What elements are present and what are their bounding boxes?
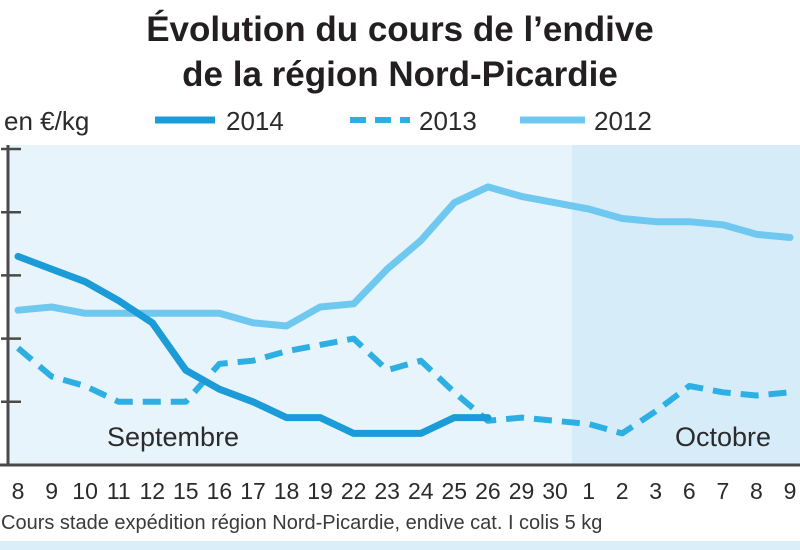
x-tick-label: 17 (240, 478, 266, 504)
x-tick-label: 24 (408, 478, 434, 504)
x-tick-label: 18 (274, 478, 300, 504)
september-background (8, 145, 572, 465)
legend-item-2013: 2013 (350, 106, 477, 136)
x-tick-label: 9 (784, 478, 797, 504)
x-tick-label: 2 (616, 478, 629, 504)
legend-label-2014: 2014 (226, 106, 284, 136)
legend-label-2013: 2013 (419, 106, 477, 136)
october-background (571, 145, 800, 465)
series-line-2013 (16, 335, 791, 437)
y-axis-ticks (1, 147, 21, 404)
x-tick-label: 3 (649, 478, 662, 504)
x-tick-label: 1 (582, 478, 595, 504)
month-label-september: Septembre (107, 422, 239, 452)
legend-label-2012: 2012 (594, 106, 652, 136)
x-tick-label: 12 (140, 478, 166, 504)
x-tick-label: 23 (374, 478, 400, 504)
series-layer (14, 183, 794, 437)
x-tick-label: 25 (442, 478, 468, 504)
series-line-2014 (14, 252, 492, 437)
x-tick-label: 9 (45, 478, 58, 504)
x-tick-label: 19 (307, 478, 333, 504)
x-tick-label: 10 (72, 478, 98, 504)
x-tick-label: 6 (683, 478, 696, 504)
legend: 2014 2013 2012 (155, 106, 652, 136)
source-footnote: Cours stade expédition région Nord-Picar… (1, 512, 602, 534)
chart-title-line-2: de la région Nord-Picardie (182, 55, 618, 94)
x-tick-label: 22 (341, 478, 367, 504)
bottom-band (0, 541, 800, 550)
legend-item-2014: 2014 (155, 106, 284, 136)
x-tick-label: 30 (542, 478, 568, 504)
x-tick-label: 16 (207, 478, 233, 504)
y-axis-unit-label: en €/kg (4, 106, 89, 136)
chart-title-line-1: Évolution du cours de l’endive (146, 9, 654, 49)
x-tick-label: 8 (12, 478, 25, 504)
month-label-october: Octobre (675, 422, 771, 452)
x-tick-label: 8 (750, 478, 763, 504)
series-line-2012 (14, 183, 794, 330)
x-tick-label: 29 (509, 478, 535, 504)
x-axis-tick-labels: 8 9 10 11 12 15 16 17 18 19 22 23 24 25 26 29 30 1 2 3 6 7 8 9 (12, 478, 797, 504)
x-tick-label: 11 (107, 478, 131, 504)
x-tick-label: 7 (717, 478, 730, 504)
legend-item-2012: 2012 (520, 106, 652, 136)
x-tick-label: 15 (173, 478, 199, 504)
x-tick-label: 26 (475, 478, 501, 504)
